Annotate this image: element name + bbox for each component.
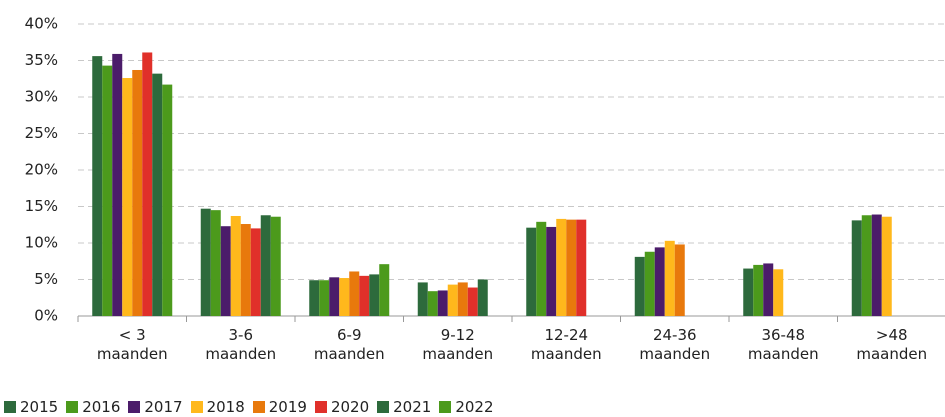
legend-swatch	[252, 401, 265, 413]
bar	[526, 227, 537, 316]
bar	[773, 269, 784, 316]
legend-swatch	[314, 401, 327, 413]
bar	[861, 215, 872, 316]
x-tick-label: 12-24 maanden	[530, 326, 602, 363]
bar	[457, 282, 468, 316]
legend-swatch	[128, 401, 141, 413]
bar	[329, 277, 340, 316]
bar	[250, 228, 261, 316]
bar	[379, 264, 390, 316]
x-tick-label: 36-48 maanden	[747, 326, 819, 363]
bar	[427, 291, 438, 316]
bar	[654, 247, 665, 316]
legend-item: 2020	[314, 398, 370, 416]
y-tick-label: 20%	[25, 161, 58, 179]
bar	[240, 224, 251, 316]
bar	[664, 240, 675, 316]
bar	[152, 73, 163, 316]
bar	[536, 221, 547, 316]
bar	[546, 226, 557, 316]
x-tick-label: 3-6 maanden	[205, 326, 277, 363]
bar	[359, 275, 370, 316]
y-tick-label: 25%	[25, 124, 58, 142]
legend-item: 2018	[190, 398, 245, 416]
bar	[210, 210, 221, 316]
bar	[763, 263, 774, 316]
bar	[753, 264, 764, 316]
bar	[576, 219, 587, 316]
bar	[881, 216, 892, 316]
bar	[674, 244, 685, 316]
legend-label: 2018	[206, 398, 245, 416]
bar	[270, 216, 281, 316]
bar	[92, 56, 103, 317]
bar	[743, 268, 754, 316]
legend-item: 2015	[4, 398, 58, 416]
y-tick-label: 0%	[34, 307, 58, 325]
x-tick-label: 9-12 maanden	[422, 326, 494, 363]
bar	[122, 78, 133, 317]
legend: 2015 2016 2017 2018 2019 2020 2021 2022	[4, 398, 502, 416]
legend-item: 2022	[439, 398, 494, 416]
y-tick-label: 30%	[25, 88, 58, 106]
bar	[634, 256, 645, 316]
bar	[851, 220, 862, 316]
y-tick-label: 40%	[25, 15, 58, 33]
bar	[142, 52, 153, 316]
x-tick-label: < 3 maanden	[96, 326, 168, 363]
legend-label: 2019	[268, 398, 307, 416]
y-tick-label: 15%	[25, 197, 58, 215]
legend-swatch	[66, 401, 79, 413]
legend-item: 2019	[252, 398, 307, 416]
y-tick-label: 5%	[34, 270, 58, 288]
bar	[477, 279, 488, 316]
legend-swatch	[4, 401, 16, 413]
bar	[319, 280, 330, 316]
bar	[102, 65, 113, 316]
legend-item: 2017	[128, 398, 183, 416]
y-tick-label: 35%	[25, 51, 58, 69]
bar	[349, 271, 360, 316]
y-tick-label: 10%	[25, 234, 58, 252]
bar	[309, 280, 320, 316]
bar	[230, 215, 241, 316]
legend-label: 2017	[144, 398, 183, 416]
bar	[112, 53, 123, 317]
bar	[437, 290, 448, 316]
legend-item: 2021	[377, 398, 431, 416]
bar	[260, 215, 271, 316]
legend-label: 2015	[20, 398, 59, 416]
legend-swatch	[190, 401, 203, 413]
bar	[200, 208, 211, 316]
legend-label: 2022	[455, 398, 494, 416]
bar	[871, 214, 882, 316]
bar	[447, 284, 458, 316]
legend-label: 2020	[330, 398, 370, 416]
x-tick-label: >48 maanden	[856, 326, 928, 363]
legend-item: 2016	[66, 398, 120, 416]
bar	[162, 84, 173, 316]
bar	[556, 218, 567, 316]
legend-label: 2021	[393, 398, 432, 416]
bar	[339, 278, 350, 316]
bar	[220, 226, 231, 316]
legend-swatch	[377, 401, 390, 413]
legend-label: 2016	[82, 398, 121, 416]
bar	[369, 274, 380, 316]
bar	[644, 251, 655, 316]
x-tick-label: 6-9 maanden	[313, 326, 385, 363]
legend-swatch	[439, 401, 452, 413]
bar	[566, 219, 577, 316]
bar	[417, 282, 428, 316]
bar	[467, 287, 478, 316]
bar	[132, 69, 143, 317]
x-tick-label: 24-36 maanden	[639, 326, 711, 363]
